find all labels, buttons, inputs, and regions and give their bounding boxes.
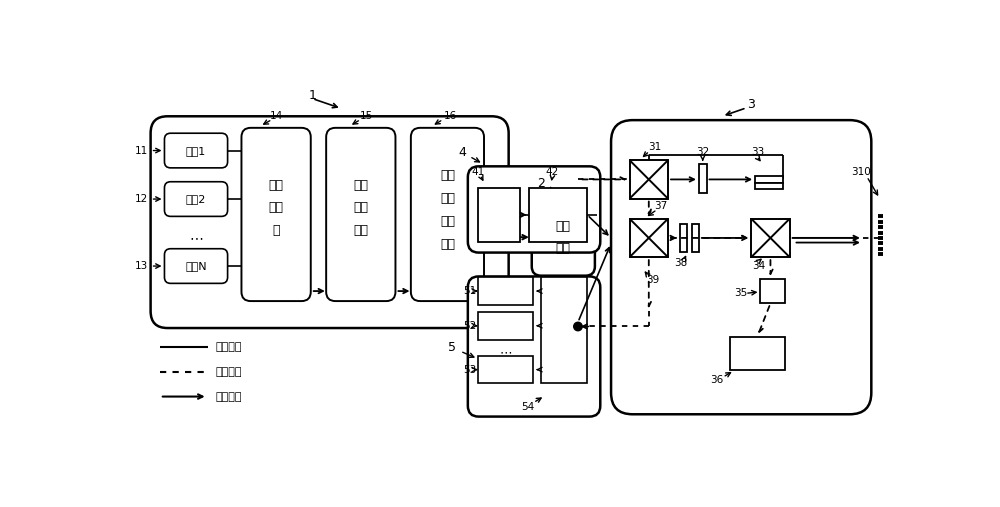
Text: 器: 器 (272, 224, 280, 237)
FancyBboxPatch shape (468, 276, 600, 417)
Text: 设备: 设备 (353, 224, 368, 237)
Text: 设备: 设备 (440, 238, 455, 251)
Text: 35: 35 (734, 288, 747, 299)
Bar (692, 224, 699, 252)
Text: 复用: 复用 (269, 201, 284, 214)
FancyBboxPatch shape (151, 116, 509, 328)
FancyBboxPatch shape (468, 166, 600, 252)
Text: 37: 37 (654, 201, 667, 211)
Bar (755, 183, 783, 189)
Text: 16: 16 (444, 111, 458, 121)
Text: 34: 34 (752, 262, 766, 271)
Text: 15: 15 (360, 111, 373, 121)
FancyBboxPatch shape (532, 199, 595, 276)
Bar (760, 279, 785, 303)
Text: 52: 52 (463, 321, 476, 331)
Bar (478, 356, 533, 383)
FancyBboxPatch shape (164, 133, 228, 168)
FancyBboxPatch shape (326, 128, 395, 301)
Bar (541, 277, 587, 383)
Bar (529, 188, 587, 242)
Bar (680, 224, 687, 252)
Text: 波分: 波分 (269, 179, 284, 192)
Bar (478, 312, 533, 340)
Text: ⋯: ⋯ (499, 346, 512, 359)
Text: 波长1: 波长1 (186, 146, 206, 156)
Text: 39: 39 (646, 275, 659, 285)
Bar (630, 160, 668, 199)
FancyBboxPatch shape (164, 182, 228, 216)
Text: 介质: 介质 (556, 242, 571, 255)
Circle shape (574, 322, 582, 331)
Bar (478, 277, 533, 305)
Text: 51: 51 (463, 286, 476, 296)
Bar (755, 175, 783, 183)
Text: 空间光路: 空间光路 (215, 367, 242, 377)
Text: 5: 5 (448, 341, 456, 354)
Text: 53: 53 (463, 365, 476, 375)
Text: 41: 41 (471, 167, 484, 177)
Text: 空间: 空间 (440, 169, 455, 182)
Bar (699, 164, 707, 193)
Text: 3: 3 (747, 98, 755, 111)
Text: 波长N: 波长N (185, 261, 207, 271)
Text: 13: 13 (135, 261, 148, 271)
FancyBboxPatch shape (611, 120, 871, 414)
Bar (630, 219, 668, 257)
Bar (478, 188, 520, 242)
Text: 54: 54 (521, 402, 535, 412)
Text: 模式: 模式 (440, 192, 455, 205)
Text: 波长2: 波长2 (186, 194, 206, 204)
Text: 调制: 调制 (353, 201, 368, 214)
Bar (730, 337, 785, 371)
Text: 2: 2 (537, 177, 545, 190)
Text: 光纤链路: 光纤链路 (215, 342, 242, 352)
Text: 1: 1 (308, 89, 316, 102)
Text: 激发: 激发 (440, 215, 455, 228)
Text: 12: 12 (135, 194, 148, 204)
FancyBboxPatch shape (411, 128, 484, 301)
Text: 36: 36 (710, 375, 723, 385)
Text: 传输: 传输 (556, 220, 571, 233)
FancyBboxPatch shape (241, 128, 311, 301)
Text: 信号: 信号 (353, 179, 368, 192)
Text: ⋯: ⋯ (189, 231, 203, 245)
Text: 14: 14 (269, 111, 283, 121)
Text: 31: 31 (648, 142, 662, 152)
Text: 传播方向: 传播方向 (215, 391, 242, 402)
Text: 32: 32 (696, 148, 709, 158)
Text: 42: 42 (546, 167, 559, 177)
Text: 11: 11 (135, 146, 148, 156)
Bar (751, 219, 790, 257)
Text: 4: 4 (459, 146, 466, 159)
Text: 310: 310 (851, 167, 871, 177)
Text: 38: 38 (674, 258, 687, 268)
FancyBboxPatch shape (164, 249, 228, 283)
Text: 33: 33 (751, 148, 764, 158)
